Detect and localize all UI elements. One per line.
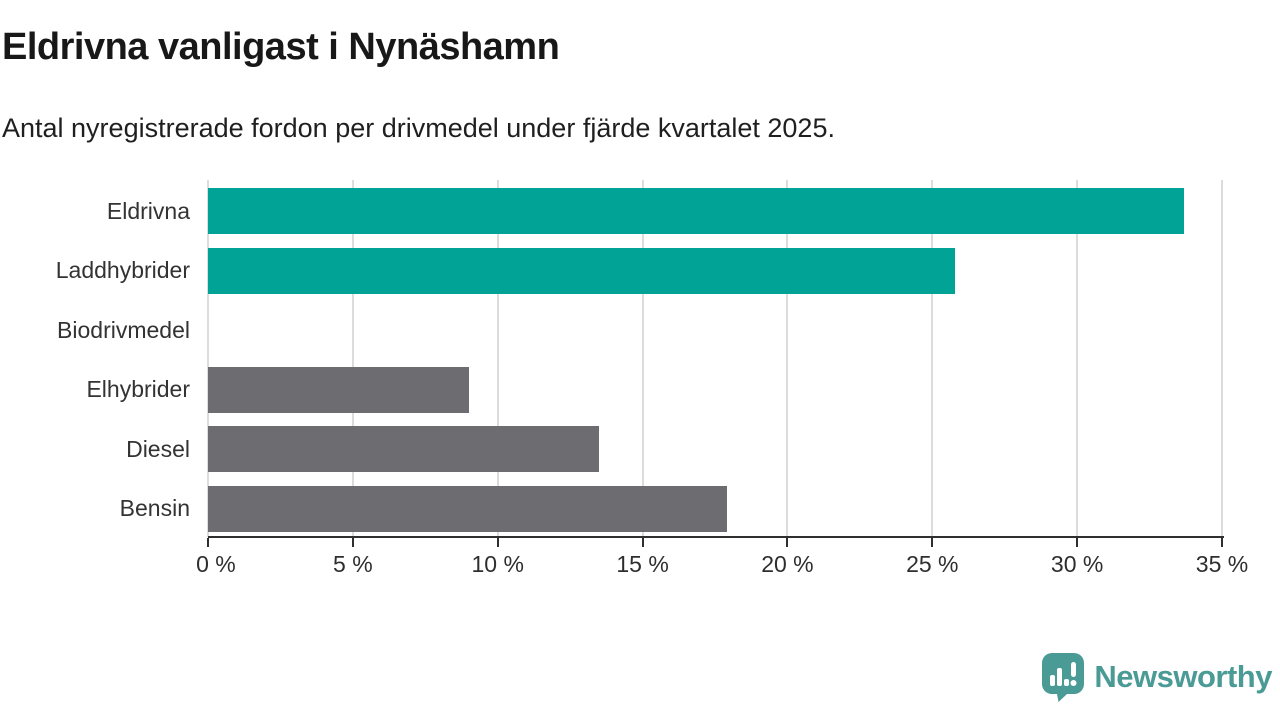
x-tick-label-15: 15 % xyxy=(616,551,669,577)
category-label-bensin: Bensin xyxy=(119,495,190,521)
gridline-10 xyxy=(496,180,499,537)
gridline-35 xyxy=(1221,180,1223,537)
category-label-diesel: Diesel xyxy=(126,435,190,462)
x-tick-15 xyxy=(641,538,644,547)
x-tick-label-10: 10 % xyxy=(471,551,524,577)
x-tick-label-25: 25 % xyxy=(906,551,959,577)
category-label-biodrivmedel: Biodrivmedel xyxy=(57,316,190,343)
x-tick-0 xyxy=(207,538,209,547)
x-tick-5 xyxy=(351,538,354,547)
newsworthy-wordmark: Newsworthy xyxy=(1094,659,1272,694)
gridline-5 xyxy=(351,180,354,537)
x-tick-35 xyxy=(1221,538,1223,547)
bar-eldrivna xyxy=(208,188,1185,234)
newsworthy-bubble-chart-icon xyxy=(1042,653,1085,702)
x-tick-30 xyxy=(1076,538,1079,547)
x-tick-label-0: 0 % xyxy=(196,551,236,577)
gridline-15 xyxy=(641,180,644,537)
gridline-25 xyxy=(931,180,934,537)
bar-diesel xyxy=(208,426,600,472)
x-tick-label-35: 35 % xyxy=(1195,551,1249,577)
newsworthy-logo: Newsworthy xyxy=(1041,652,1272,702)
chart-subtitle: Antal nyregistrerade fordon per drivmede… xyxy=(2,113,835,143)
gridline-0 xyxy=(207,180,209,537)
bar-bensin xyxy=(208,485,727,532)
category-label-elhybrider: Elhybrider xyxy=(86,376,190,402)
category-label-laddhybrider: Laddhybrider xyxy=(55,257,190,283)
bar-laddhybrider xyxy=(208,247,956,294)
x-tick-label-5: 5 % xyxy=(333,551,373,577)
x-tick-25 xyxy=(931,538,934,547)
x-tick-label-30: 30 % xyxy=(1050,551,1104,577)
category-label-eldrivna: Eldrivna xyxy=(106,197,190,224)
chart-title: Eldrivna vanligast i Nynäshamn xyxy=(2,26,560,68)
category-axis: Eldrivna Laddhybrider Biodrivmedel Elhybrid… xyxy=(0,180,190,537)
plot-area xyxy=(207,180,1223,537)
bar-elhybrider xyxy=(208,366,469,413)
gridline-20 xyxy=(786,180,789,537)
x-tick-20 xyxy=(786,538,789,547)
x-tick-label-20: 20 % xyxy=(761,551,814,577)
x-tick-10 xyxy=(496,538,499,547)
gridline-30 xyxy=(1076,180,1079,537)
x-axis-line xyxy=(208,536,1224,538)
